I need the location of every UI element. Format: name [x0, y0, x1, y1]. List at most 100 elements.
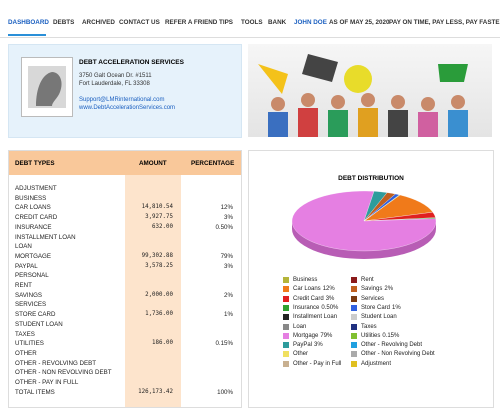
legend-label: Savings — [361, 286, 383, 293]
legend-value: 3% — [314, 342, 323, 349]
address-line: 3750 Galt Ocean Dr. #1511 — [79, 73, 152, 79]
legend-item: Insurance 0.50% — [283, 304, 339, 311]
row-name: STORE CARD — [15, 311, 56, 319]
legend-item: Loan — [283, 323, 306, 330]
legend-item: Other - Revolving Debt — [351, 342, 422, 349]
row-amount: 126,173.42 — [138, 388, 173, 395]
nav-item[interactable]: DASHBOARD — [8, 19, 49, 26]
legend-item: Student Loan — [351, 314, 397, 321]
row-amount: 1,736.00 — [145, 311, 173, 318]
legend-item: Services — [351, 295, 384, 302]
row-name: SERVICES — [15, 301, 47, 309]
legend-item: Credit Card 3% — [283, 295, 335, 302]
legend-item: Taxes — [351, 323, 377, 330]
legend-value: 0.50% — [321, 304, 339, 311]
row-percent: 79% — [220, 252, 233, 260]
row-percent: 12% — [220, 204, 233, 212]
nav-item[interactable]: CONTACT US — [119, 19, 160, 26]
nav-divider — [0, 37, 500, 38]
legend-item: Other — [283, 351, 309, 358]
legend-swatch — [283, 351, 289, 358]
company-logo — [21, 57, 73, 117]
row-name: UTILITIES — [15, 340, 44, 348]
company-name: DEBT ACCELERATION SERVICES — [79, 59, 184, 66]
row-percent: 3% — [224, 262, 233, 270]
legend-label: Other - Non Revolving Debt — [361, 351, 435, 358]
legend-swatch — [283, 286, 289, 293]
legend-item: Business — [283, 277, 317, 283]
row-name: RENT — [15, 282, 32, 289]
legend-swatch — [283, 295, 289, 302]
legend-swatch — [283, 304, 289, 311]
legend-item: Rent — [351, 277, 374, 283]
row-name: ADJUSTMENT — [15, 185, 57, 192]
legend-value: 79% — [320, 332, 333, 339]
legend-item: Other - Pay in Full — [283, 360, 342, 367]
legend-label: Installment Loan — [293, 314, 338, 321]
legend-item: Utilities 0.15% — [351, 332, 400, 339]
legend-item: PayPal 3% — [283, 342, 323, 349]
legend-label: Other - Pay in Full — [293, 360, 342, 367]
legend-swatch — [283, 277, 289, 283]
row-amount: 632.00 — [152, 223, 173, 230]
row-amount: 186.00 — [152, 340, 173, 347]
row-name: CAR LOANS — [15, 204, 51, 212]
legend-item: Car Loans 12% — [283, 286, 335, 293]
nav-item[interactable]: REFER A FRIEND — [165, 19, 218, 26]
legend-swatch — [283, 360, 289, 367]
user-name[interactable]: JOHN DOE — [294, 19, 327, 26]
header-cell: DEBT TYPES — [15, 160, 55, 167]
row-name: TOTAL ITEMS — [15, 388, 55, 396]
legend-label: Credit Card — [293, 295, 324, 302]
row-name: SAVINGS — [15, 291, 43, 299]
legend-item: Savings 2% — [351, 286, 394, 293]
nav-item[interactable]: TOOLS — [241, 19, 263, 26]
row-amount: 2,000.00 — [145, 291, 173, 298]
legend-swatch — [283, 323, 289, 330]
row-amount: 99,302.88 — [141, 252, 173, 259]
legend-value: 1% — [392, 304, 401, 311]
row-name: PERSONAL — [15, 272, 49, 280]
legend-swatch — [283, 314, 289, 321]
header-cell: AMOUNT — [139, 160, 167, 167]
row-name: STUDENT LOAN — [15, 320, 63, 328]
legend-value: 2% — [384, 286, 394, 293]
legend-label: Student Loan — [361, 314, 397, 321]
legend-swatch — [351, 286, 357, 293]
row-name: TAXES — [15, 330, 35, 338]
legend-swatch — [351, 351, 357, 358]
nav-item[interactable]: BANK — [268, 19, 287, 26]
email-link[interactable]: Support@LMRinternational.com — [79, 97, 165, 103]
nav-item[interactable]: ARCHIVED — [82, 19, 115, 26]
nav-item[interactable]: DEBTS — [53, 19, 75, 26]
legend-item: Adjustment — [351, 360, 392, 367]
company-card: DEBT ACCELERATION SERVICES 3750 Galt Oce… — [8, 44, 242, 138]
legend-label: Adjustment — [361, 360, 392, 367]
nav-item[interactable]: TIPS — [219, 19, 233, 26]
legend-label: Mortgage — [293, 332, 319, 339]
legend-label: Store Card — [361, 304, 391, 311]
amount-column — [125, 175, 181, 407]
row-name: BUSINESS — [15, 194, 47, 202]
legend-value: 0.15% — [382, 332, 400, 339]
legend-swatch — [351, 342, 357, 349]
row-percent: 0.15% — [215, 340, 233, 348]
legend-swatch — [351, 332, 357, 339]
active-underline — [8, 34, 46, 36]
pie-chart — [291, 190, 437, 259]
legend-label: Other — [293, 351, 309, 358]
row-name: OTHER — [15, 349, 37, 357]
row-name: PAYPAL — [15, 262, 38, 270]
legend-swatch — [351, 304, 357, 311]
row-name: MORTGAGE — [15, 252, 51, 260]
legend-item: Mortgage 79% — [283, 332, 333, 339]
legend-value: 3% — [325, 295, 335, 302]
chart-title: DEBT DISTRIBUTION — [338, 175, 404, 182]
row-name: INSTALLMENT LOAN — [15, 233, 76, 241]
address-line: Fort Lauderdale, FL 33308 — [79, 81, 150, 87]
legend-label: Business — [293, 277, 318, 283]
website-link[interactable]: www.DebtAccelerationServices.com — [79, 105, 176, 111]
row-amount: 3,927.75 — [145, 214, 173, 221]
legend-swatch — [351, 360, 357, 367]
